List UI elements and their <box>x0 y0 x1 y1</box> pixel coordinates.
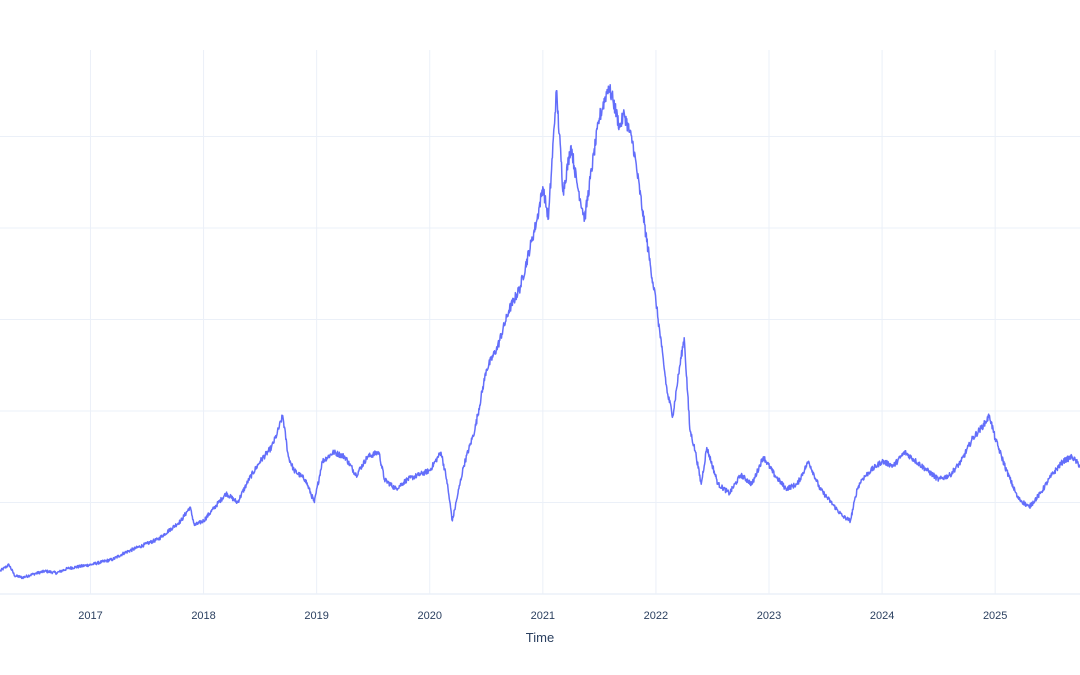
x-axis-title: Time <box>526 630 554 645</box>
plot-area <box>0 84 1080 580</box>
x-axis: 2017 2018 2019 2020 2021 2022 2023 2024 2025 <box>78 610 1007 622</box>
x-tick-label: 2020 <box>417 610 441 622</box>
x-tick-label: 2019 <box>304 610 328 622</box>
x-tick-label: 2025 <box>983 610 1007 622</box>
x-tick-label: 2018 <box>191 610 215 622</box>
x-tick-label: 2023 <box>757 610 781 622</box>
series-line <box>0 84 1080 580</box>
x-tick-label: 2022 <box>644 610 668 622</box>
grid <box>0 50 1080 595</box>
x-tick-label: 2017 <box>78 610 102 622</box>
x-tick-label: 2021 <box>531 610 555 622</box>
x-tick-label: 2024 <box>870 610 894 622</box>
